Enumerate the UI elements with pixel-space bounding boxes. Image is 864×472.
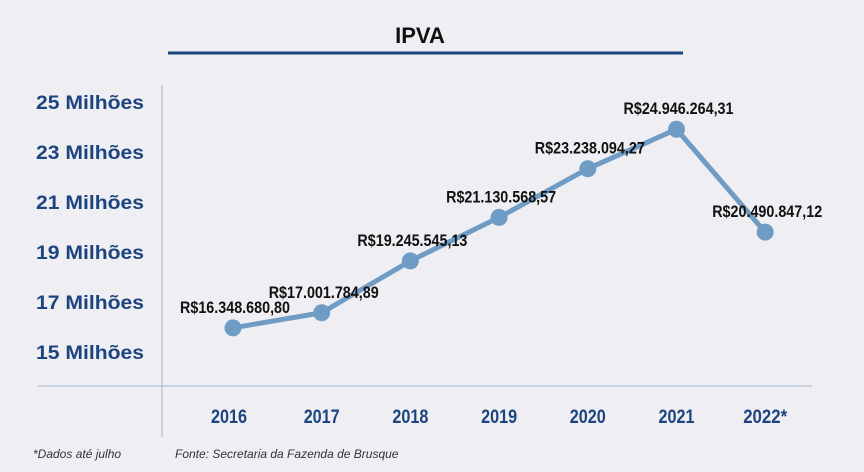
x-tick-labels: 2016 2017 2018 2019 2020 2021 2022* <box>211 407 788 428</box>
y-tick-label: 21 Milhões <box>36 193 144 214</box>
data-point <box>313 304 331 322</box>
x-tick-label: 2022* <box>743 407 788 428</box>
data-label: R$23.238.094,27 <box>535 139 645 158</box>
data-label: R$17.001.784,89 <box>269 283 379 302</box>
x-tick-label: 2019 <box>481 407 517 428</box>
chart-title: IPVA <box>395 23 445 48</box>
y-tick-label: 17 Milhões <box>36 293 144 314</box>
data-point <box>579 160 597 178</box>
data-point <box>401 252 419 270</box>
x-tick-label: 2021 <box>659 407 695 428</box>
x-tick-label: 2018 <box>392 407 428 428</box>
x-tick-label: 2016 <box>211 407 247 428</box>
source-note: Fonte: Secretaria da Fazenda de Brusque <box>175 447 399 461</box>
x-tick-label: 2020 <box>570 407 606 428</box>
y-tick-label: 23 Milhões <box>36 143 144 164</box>
y-tick-label: 25 Milhões <box>36 93 144 114</box>
data-label: R$16.348.680,80 <box>180 298 290 317</box>
footnote: *Dados até julho <box>33 447 121 461</box>
y-tick-label: 15 Milhões <box>36 343 144 364</box>
y-tick-label: 19 Milhões <box>36 243 144 264</box>
x-tick-label: 2017 <box>304 407 340 428</box>
series-ipva <box>224 120 774 337</box>
y-tick-labels: 25 Milhões 23 Milhões 21 Milhões 19 Milhões… <box>36 93 144 364</box>
data-label: R$24.946.264,31 <box>624 99 734 118</box>
data-point <box>756 223 774 241</box>
data-point <box>668 120 685 138</box>
data-label: R$20.490.847,12 <box>712 202 822 221</box>
data-point <box>490 208 508 226</box>
data-label: R$19.245.545,13 <box>357 231 467 250</box>
data-label: R$21.130.568,57 <box>446 187 556 206</box>
data-labels: R$16.348.680,80R$17.001.784,89 R$19.245.5… <box>180 99 822 317</box>
data-point <box>224 319 242 337</box>
